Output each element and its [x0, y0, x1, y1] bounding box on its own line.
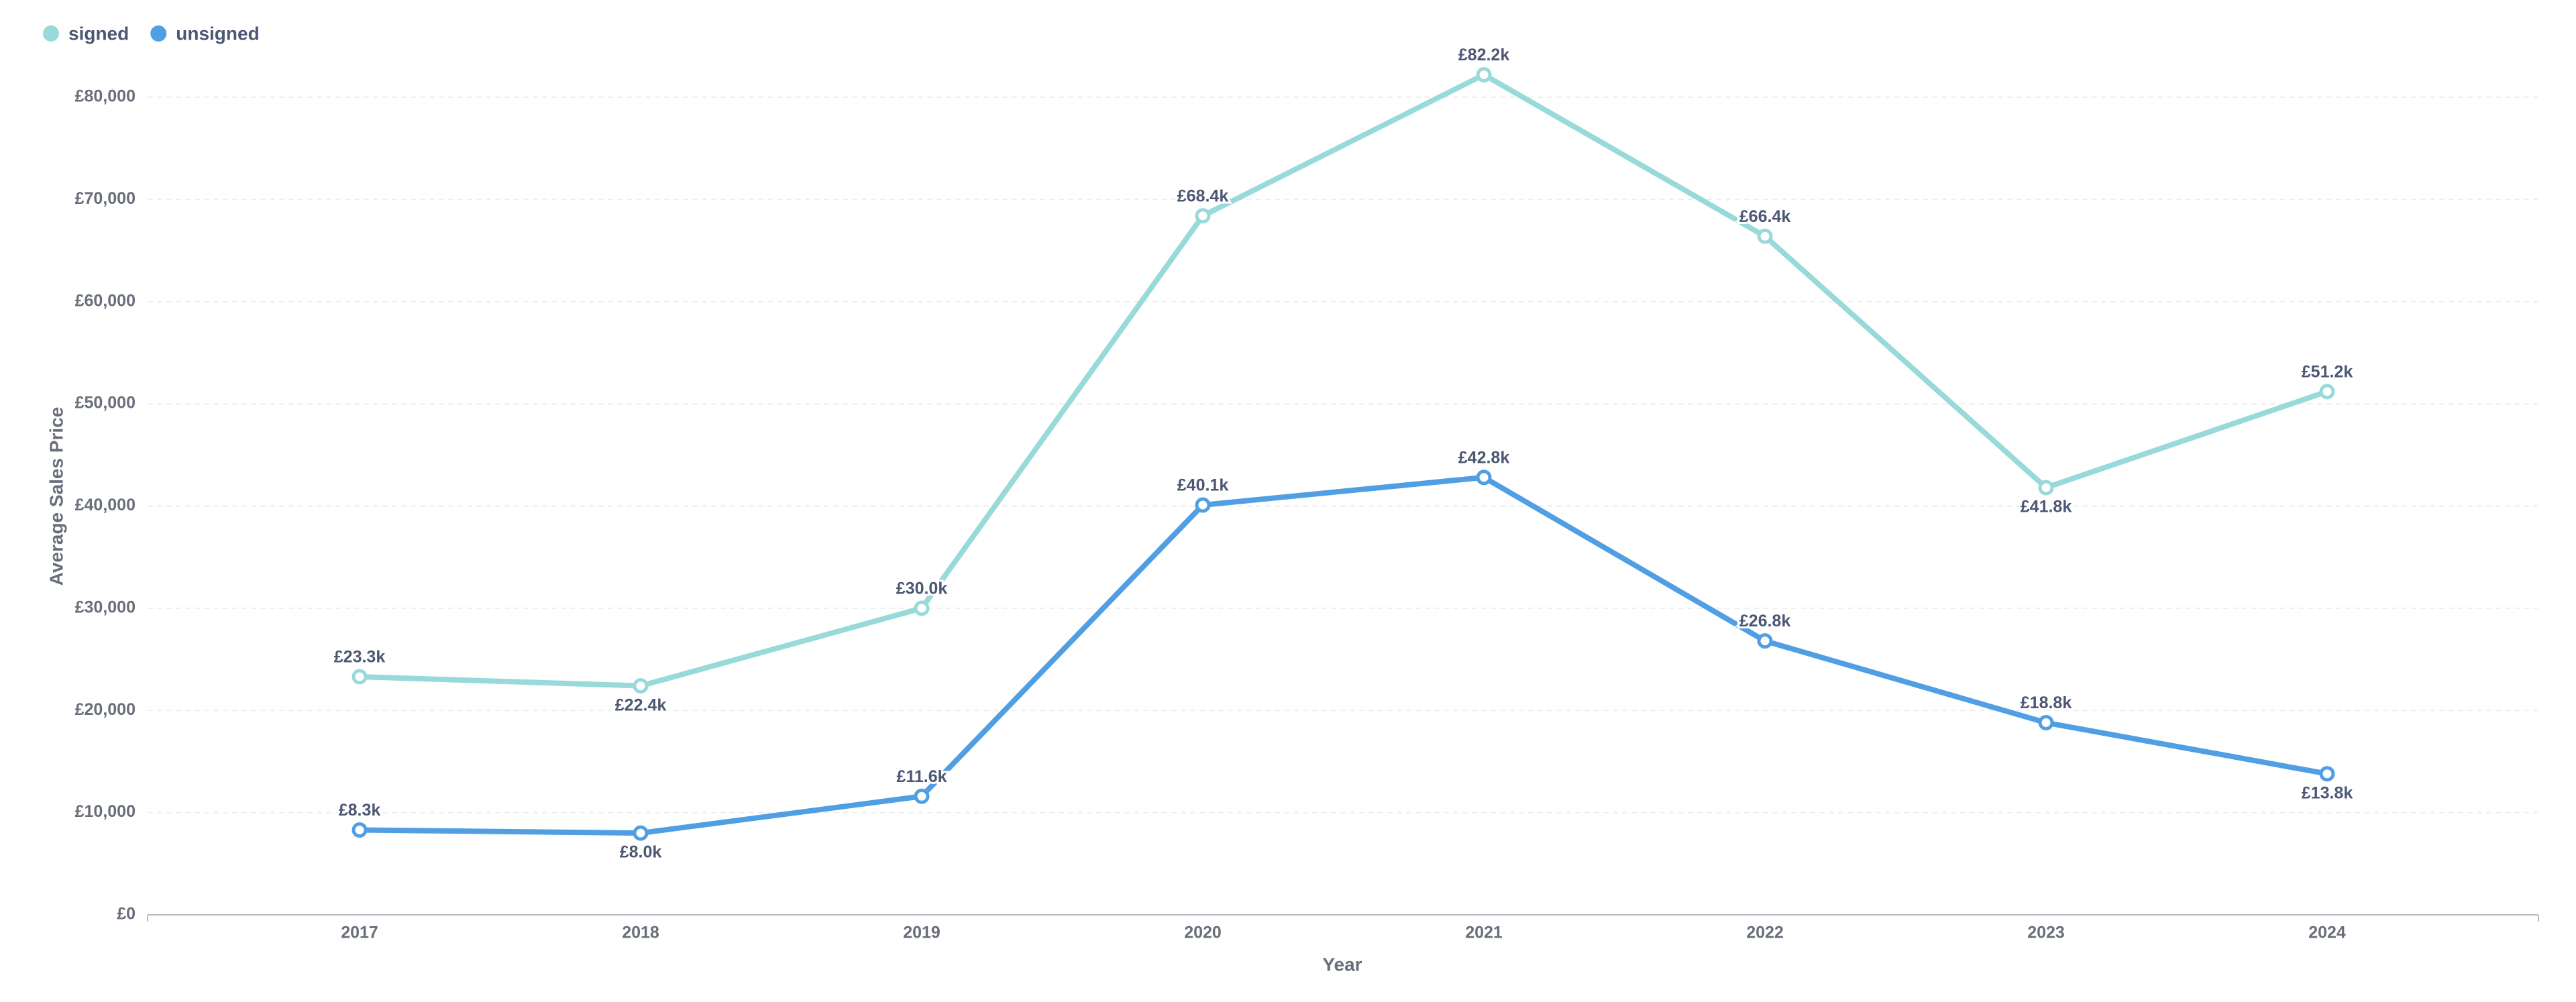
y-tick-label: £20,000 [75, 700, 136, 719]
point [633, 678, 649, 694]
point [1195, 208, 1211, 224]
value-label: £66.4k [1739, 207, 1791, 226]
x-tick-label: 2024 [2308, 924, 2346, 942]
x-axis-label: Year [1322, 954, 1362, 975]
value-label: £68.4k [1177, 186, 1229, 205]
point [1476, 66, 1492, 82]
point [1757, 633, 1773, 649]
value-label: £8.0k [620, 843, 662, 862]
y-tick-label: £0 [117, 905, 136, 924]
line [359, 474, 2328, 836]
value-label: £13.8k [2302, 783, 2353, 802]
value-label: £40.1k [1177, 476, 1229, 495]
value-label: £18.8k [2021, 693, 2072, 712]
y-tick-label: £50,000 [75, 394, 136, 412]
value-label: £26.8k [1739, 612, 1791, 630]
y-tick-label: £70,000 [75, 189, 136, 208]
value-label: £82.2k [1458, 46, 1510, 64]
x-tick-label: 2021 [1465, 924, 1503, 942]
point [1757, 228, 1773, 244]
point [633, 825, 649, 841]
point [2319, 766, 2335, 782]
value-label: £42.8k [1458, 448, 1510, 467]
line [359, 72, 2328, 689]
x-tick-label: 2023 [2027, 924, 2065, 942]
value-label: £23.3k [334, 648, 386, 667]
x-tick-label: 2017 [341, 924, 378, 942]
value-label: £11.6k [896, 767, 947, 786]
legend-marker [150, 25, 167, 42]
legend-label: unsigned [176, 23, 259, 44]
y-tick-label: £40,000 [75, 496, 136, 514]
x-tick-label: 2020 [1184, 924, 1222, 942]
y-axis-label: Average Sales Price [46, 407, 66, 586]
y-tick-label: £10,000 [75, 802, 136, 821]
legend-marker [43, 25, 59, 42]
legend-label: signed [68, 23, 129, 44]
x-tick-label: 2022 [1746, 924, 1784, 942]
point [914, 600, 930, 616]
y-tick-label: £30,000 [75, 598, 136, 616]
value-label: £22.4k [615, 695, 667, 714]
point [352, 822, 368, 838]
value-label: £30.0k [896, 579, 948, 598]
value-label: £8.3k [339, 801, 381, 820]
point [352, 669, 368, 685]
y-tick-label: £80,000 [75, 87, 136, 106]
value-label: £51.2k [2302, 362, 2353, 381]
x-tick-label: 2019 [903, 924, 941, 942]
point [1476, 469, 1492, 486]
point [2319, 384, 2335, 400]
point [914, 788, 930, 804]
x-tick-label: 2018 [622, 924, 659, 942]
point [2038, 480, 2054, 496]
point [2038, 715, 2054, 731]
point [1195, 497, 1211, 513]
value-label: £41.8k [2021, 498, 2072, 516]
y-tick-label: £60,000 [75, 291, 136, 310]
